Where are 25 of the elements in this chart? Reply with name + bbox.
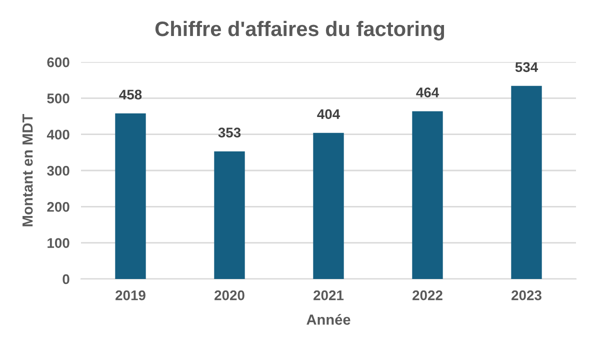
- y-tick-label: 300: [47, 166, 70, 176]
- y-tick-label: 0: [62, 274, 70, 284]
- data-label: 404: [317, 109, 340, 120]
- data-label: 353: [218, 128, 241, 138]
- x-tick-label: 2023: [512, 290, 542, 300]
- x-tick-label: 2020: [214, 290, 244, 300]
- x-axis-title: Année: [306, 314, 350, 325]
- bar: [313, 132, 344, 279]
- bar: [412, 111, 443, 279]
- y-tick-label: 400: [46, 130, 70, 140]
- y-tick-label: 200: [47, 202, 70, 212]
- y-tick-label: 100: [48, 238, 70, 248]
- x-tick-label: 2021: [314, 290, 344, 300]
- x-tick-label: 2019: [116, 290, 146, 300]
- bar: [511, 86, 542, 279]
- data-label: 534: [515, 62, 538, 72]
- chart-title: Chiffre d'affaires du factoring: [155, 20, 444, 40]
- data-label: 464: [416, 88, 440, 98]
- y-tick-label: 600: [47, 57, 70, 68]
- bar: [214, 151, 245, 279]
- x-tick-label: 2022: [412, 290, 442, 300]
- y-axis-title: Montant en MDT: [22, 114, 33, 226]
- data-label: 458: [119, 90, 142, 100]
- y-tick-label: 500: [47, 94, 70, 104]
- bar: [115, 113, 146, 279]
